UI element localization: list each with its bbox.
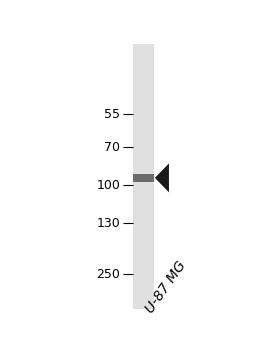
Text: 70: 70 bbox=[104, 140, 120, 154]
Text: U-87 MG: U-87 MG bbox=[143, 258, 189, 316]
Polygon shape bbox=[155, 163, 169, 192]
Text: 55: 55 bbox=[104, 108, 120, 121]
Text: 100: 100 bbox=[97, 179, 120, 192]
Bar bbox=[133, 44, 154, 309]
Text: 250: 250 bbox=[97, 268, 120, 281]
Text: 130: 130 bbox=[97, 217, 120, 230]
Bar bbox=[133, 174, 154, 182]
